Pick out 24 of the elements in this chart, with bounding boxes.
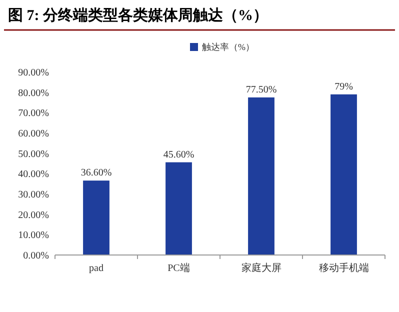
data-label: 36.60% [80, 168, 112, 179]
bar [330, 94, 357, 255]
bar [248, 97, 274, 255]
y-tick-label: 30.00% [18, 190, 49, 200]
y-tick-label: 40.00% [18, 169, 49, 180]
data-label: 77.50% [246, 84, 277, 96]
y-tick-label: 90.00% [18, 68, 49, 78]
y-tick-label: 0.00% [23, 250, 49, 262]
y-tick-label: 70.00% [18, 108, 49, 120]
x-tick-label: pad [89, 263, 104, 274]
y-tick-label: 80.00% [18, 88, 49, 99]
bar [166, 162, 192, 255]
data-label: 45.60% [163, 149, 194, 160]
y-tick-label: 50.00% [18, 148, 49, 160]
chart-title: 图 7: 分终端类型各类媒体周触达（%） [8, 7, 268, 24]
x-tick-label: 家庭大屏 [241, 262, 282, 274]
legend-label: 触达率（%） [202, 42, 254, 52]
bar [83, 180, 110, 255]
y-tick-label: 20.00% [18, 210, 49, 221]
x-tick-label: PC端 [168, 262, 190, 274]
data-label: 79% [334, 81, 353, 92]
y-tick-label: 10.00% [18, 230, 49, 242]
x-tick-label: 移动手机端 [318, 262, 369, 274]
y-tick-label: 60.00% [18, 128, 49, 140]
